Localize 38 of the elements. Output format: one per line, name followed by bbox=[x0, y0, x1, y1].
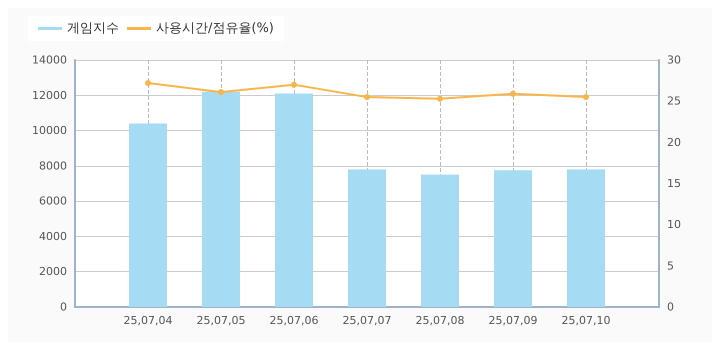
bar bbox=[275, 94, 313, 307]
point bbox=[291, 82, 297, 88]
y2-tick-label: 0 bbox=[667, 300, 674, 314]
bar bbox=[567, 169, 605, 307]
x-tick-label: 25,07,08 bbox=[416, 314, 464, 327]
y2-tick-label: 10 bbox=[667, 218, 681, 232]
point bbox=[510, 90, 516, 97]
x-tick-label: 25,07,09 bbox=[488, 314, 538, 327]
bar bbox=[202, 92, 240, 307]
bar bbox=[348, 169, 386, 307]
bar bbox=[494, 170, 532, 307]
y-tick-label: 12000 bbox=[32, 88, 67, 102]
point bbox=[218, 89, 224, 96]
y-tick-label: 2000 bbox=[39, 265, 67, 278]
x-tick-label: 25,07,10 bbox=[562, 314, 610, 327]
y2-tick-label: 25 bbox=[667, 94, 681, 108]
bar bbox=[421, 174, 459, 307]
y2-tick-label: 30 bbox=[667, 54, 681, 66]
y2-tick-label: 15 bbox=[667, 177, 681, 190]
y-tick-label: 6000 bbox=[39, 194, 67, 208]
point bbox=[364, 94, 370, 100]
legend-label: 사용시간/점유율(%) bbox=[156, 21, 274, 36]
point bbox=[145, 80, 151, 86]
y-tick-label: 4000 bbox=[39, 230, 67, 243]
y-tick-label: 0 bbox=[60, 300, 67, 314]
bar bbox=[129, 124, 167, 307]
y2-tick-label: 5 bbox=[667, 259, 674, 272]
y-tick-label: 14000 bbox=[32, 54, 67, 66]
y-tick-label: 8000 bbox=[39, 159, 67, 172]
y-tick-label: 10000 bbox=[32, 124, 67, 138]
x-tick-label: 25,07,06 bbox=[270, 314, 318, 327]
x-tick-label: 25,07,07 bbox=[342, 314, 392, 327]
point bbox=[437, 96, 443, 102]
x-tick-label: 25,07,04 bbox=[124, 314, 172, 327]
x-tick-label: 25,07,05 bbox=[196, 314, 246, 327]
y2-tick-label: 20 bbox=[667, 136, 681, 149]
legend-label: 게임지수 bbox=[67, 21, 119, 36]
point bbox=[583, 94, 589, 100]
